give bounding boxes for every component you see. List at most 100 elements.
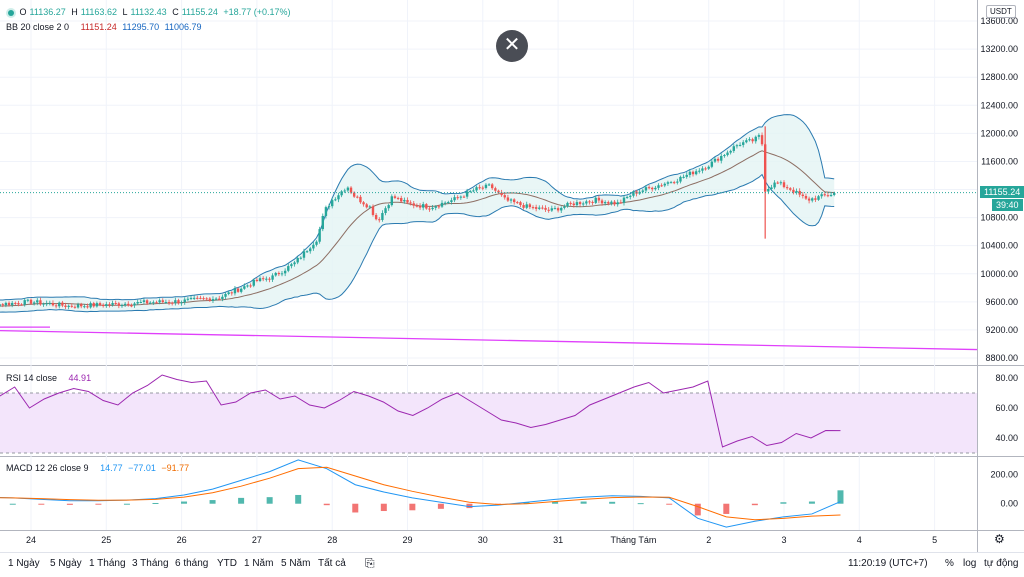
candle-body bbox=[603, 202, 607, 204]
auto-toggle[interactable]: tự động bbox=[984, 558, 1019, 569]
candle-body bbox=[356, 196, 359, 198]
candle-body bbox=[365, 204, 368, 208]
candle-body bbox=[450, 200, 453, 203]
range-1y-button[interactable]: 1 Năm bbox=[244, 558, 274, 569]
candle-body bbox=[26, 299, 30, 301]
candle-body bbox=[142, 300, 146, 302]
close-icon: ✕ bbox=[503, 34, 521, 56]
candle-body bbox=[497, 190, 500, 193]
candle-body bbox=[412, 203, 415, 206]
macd-histogram-bar bbox=[780, 502, 787, 504]
date-range-icon[interactable]: ⎘ bbox=[365, 556, 375, 570]
candle-body bbox=[729, 150, 732, 153]
candle-body bbox=[622, 197, 626, 203]
candle-body bbox=[101, 305, 105, 307]
candle-body bbox=[23, 300, 26, 305]
candle-body bbox=[418, 205, 422, 208]
candle-body bbox=[751, 139, 754, 142]
candle-body bbox=[80, 304, 83, 307]
candle-body bbox=[400, 197, 403, 202]
bb-fill bbox=[0, 114, 835, 313]
candle-body bbox=[525, 204, 528, 208]
candle-body bbox=[421, 204, 425, 208]
candle-body bbox=[829, 194, 833, 196]
candle-body bbox=[547, 209, 550, 211]
candle-body bbox=[158, 300, 161, 303]
chart-canvas[interactable]: 13600.00 13200.00 12800.00 12400.00 12000.00… bbox=[0, 0, 1024, 552]
candle-body bbox=[352, 192, 356, 197]
candle-body bbox=[149, 302, 152, 304]
rsi-y-tick: 80.00 bbox=[995, 373, 1018, 383]
candle-body bbox=[302, 251, 306, 258]
range-all-button[interactable]: Tất cả bbox=[318, 558, 346, 569]
range-5y-button[interactable]: 5 Năm bbox=[281, 558, 311, 569]
currency-badge[interactable]: USDT bbox=[986, 5, 1016, 18]
x-tick-label: 4 bbox=[857, 535, 862, 545]
range-1d-button[interactable]: 1 Ngày bbox=[8, 558, 40, 569]
x-tick-label: 28 bbox=[327, 535, 337, 545]
candle-body bbox=[688, 171, 692, 175]
candle-body bbox=[811, 198, 814, 201]
y-tick-label: 9200.00 bbox=[985, 325, 1018, 335]
range-6m-button[interactable]: 6 tháng bbox=[175, 558, 209, 569]
macd-histogram-bar bbox=[694, 503, 701, 516]
candle-body bbox=[512, 199, 516, 203]
candle-body bbox=[20, 304, 23, 306]
rsi-label: RSI 14 close bbox=[6, 373, 58, 383]
candle-body bbox=[644, 187, 648, 191]
range-3m-button[interactable]: 3 Tháng bbox=[132, 558, 169, 569]
candle-body bbox=[331, 200, 334, 207]
candle-body bbox=[39, 300, 42, 305]
range-1m-button[interactable]: 1 Tháng bbox=[89, 558, 126, 569]
candle-body bbox=[233, 288, 237, 294]
candle-body bbox=[616, 202, 619, 205]
candle-body bbox=[95, 303, 99, 307]
candle-body bbox=[487, 184, 491, 186]
x-tick-label: 25 bbox=[101, 535, 111, 545]
candle-body bbox=[58, 302, 61, 307]
candle-body bbox=[666, 182, 670, 184]
percent-toggle[interactable]: % bbox=[945, 558, 954, 569]
candle-body bbox=[309, 248, 312, 252]
candle-body bbox=[716, 158, 720, 161]
candle-body bbox=[123, 303, 127, 306]
candle-body bbox=[205, 298, 208, 300]
candle-body bbox=[600, 200, 604, 204]
candle-body bbox=[108, 304, 111, 306]
close-button[interactable]: ✕ bbox=[496, 30, 528, 62]
x-tick-label: 26 bbox=[177, 535, 187, 545]
candle-body bbox=[42, 303, 45, 305]
macd-histogram-bar bbox=[437, 503, 444, 509]
candle-body bbox=[127, 303, 130, 306]
candle-body bbox=[17, 303, 20, 305]
candle-body bbox=[500, 192, 503, 196]
candle-body bbox=[189, 297, 193, 299]
candle-body bbox=[186, 298, 190, 300]
candle-body bbox=[170, 302, 174, 304]
candle-body bbox=[243, 286, 246, 289]
candle-body bbox=[14, 302, 17, 304]
last-price-badge: 11155.24 bbox=[980, 186, 1024, 198]
x-tick-label: 24 bbox=[26, 535, 36, 545]
candle-body bbox=[610, 201, 613, 204]
candle-body bbox=[440, 202, 444, 207]
log-toggle[interactable]: log bbox=[963, 558, 977, 569]
candle-body bbox=[469, 191, 472, 193]
candle-body bbox=[776, 182, 779, 184]
range-5d-button[interactable]: 5 Ngày bbox=[50, 558, 82, 569]
macd-histogram-bar bbox=[238, 497, 245, 504]
candle-body bbox=[167, 302, 171, 304]
macd-histogram-bar bbox=[66, 503, 73, 505]
range-ytd-button[interactable]: YTD bbox=[217, 558, 237, 569]
candle-body bbox=[406, 199, 409, 203]
candle-body bbox=[459, 196, 463, 198]
candle-body bbox=[528, 204, 532, 208]
legend-low-label: L bbox=[122, 7, 128, 17]
bb-lower-line bbox=[0, 173, 835, 313]
settings-gear-icon[interactable]: ⚙ bbox=[994, 532, 1005, 546]
candle-body bbox=[114, 303, 117, 305]
clock-time[interactable]: 11:20:19 (UTC+7) bbox=[848, 558, 928, 569]
macd-y-tick: 0.00 bbox=[1000, 499, 1018, 509]
x-tick-label: 31 bbox=[553, 535, 563, 545]
countdown-badge: 39:40 bbox=[992, 199, 1023, 211]
